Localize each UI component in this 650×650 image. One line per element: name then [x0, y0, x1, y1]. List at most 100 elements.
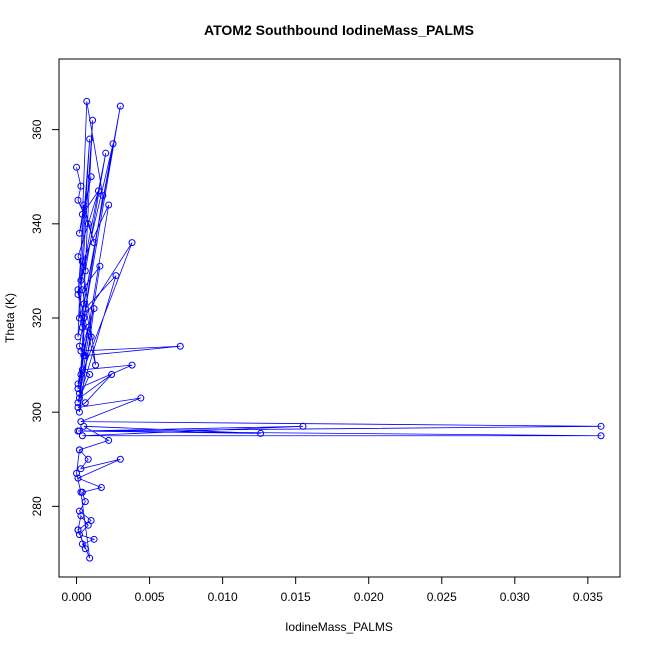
data-point — [176, 342, 184, 350]
data-point — [78, 257, 86, 265]
x-axis: 0.000 0.005 0.010 0.015 0.020 0.025 0.030 0.035 — [62, 576, 603, 604]
data-point — [84, 220, 92, 228]
data-point — [80, 300, 88, 308]
x-tick-label: 0.035 — [573, 590, 603, 604]
data-point — [77, 465, 85, 473]
y-axis-label: Theta (K) — [3, 293, 17, 343]
y-axis: 280 300 320 340 360 — [30, 119, 60, 516]
series-line — [76, 101, 602, 559]
data-point — [96, 262, 104, 270]
data-point — [89, 116, 97, 124]
data-point — [77, 488, 85, 496]
data-point — [78, 210, 86, 218]
data-point — [109, 140, 117, 148]
data-point — [128, 239, 136, 247]
x-tick-label: 0.025 — [427, 590, 457, 604]
data-point — [78, 432, 86, 440]
data-point — [74, 253, 82, 261]
data-point — [75, 314, 83, 322]
data-point — [299, 422, 307, 430]
data-point — [74, 399, 82, 407]
data-point — [90, 239, 98, 247]
data-point — [81, 399, 89, 407]
data-point — [75, 342, 83, 350]
data-point — [116, 455, 124, 463]
data-point — [84, 521, 92, 529]
data-point — [92, 361, 100, 369]
data-point — [74, 290, 82, 298]
x-tick-label: 0.020 — [354, 590, 384, 604]
data-point — [81, 305, 89, 313]
data-point — [77, 182, 85, 190]
data-point — [108, 371, 116, 379]
x-tick-label: 0.015 — [281, 590, 311, 604]
data-point — [74, 526, 82, 534]
data-point — [99, 192, 107, 200]
x-tick-label: 0.000 — [62, 590, 92, 604]
data-point — [75, 408, 83, 416]
data-point — [94, 187, 102, 195]
data-point — [105, 201, 113, 209]
data-point — [597, 422, 605, 430]
data-point — [78, 286, 86, 294]
data-point — [75, 389, 83, 397]
data-point — [74, 403, 82, 411]
y-tick-label: 280 — [30, 496, 44, 516]
data-point — [87, 173, 95, 181]
x-tick-label: 0.010 — [208, 590, 238, 604]
data-point — [90, 305, 98, 313]
data-point — [78, 366, 86, 374]
data-point — [75, 229, 83, 237]
data-point — [97, 484, 105, 492]
data-point — [73, 469, 81, 477]
data-point — [137, 394, 145, 402]
data-point — [77, 512, 85, 520]
data-point — [128, 361, 136, 369]
data-point — [81, 545, 89, 553]
data-point — [74, 333, 82, 341]
data-point — [84, 323, 92, 331]
data-point — [86, 371, 94, 379]
data-point — [90, 535, 98, 543]
data-point — [86, 554, 94, 562]
data-point — [81, 267, 89, 275]
data-point — [112, 272, 120, 280]
data-point — [73, 163, 81, 171]
data-point — [75, 394, 83, 402]
x-tick-label: 0.030 — [500, 590, 530, 604]
data-point — [597, 432, 605, 440]
data-point — [102, 149, 110, 157]
chart-title: ATOM2 Southbound IodineMass_PALMS — [204, 22, 474, 38]
data-point — [81, 498, 89, 506]
data-point — [74, 286, 82, 294]
data-point — [74, 427, 82, 435]
data-point — [257, 429, 265, 437]
y-tick-label: 320 — [30, 308, 44, 328]
x-tick-label: 0.005 — [135, 590, 165, 604]
data-point — [87, 333, 95, 341]
y-tick-label: 360 — [30, 119, 44, 139]
data-point — [105, 436, 113, 444]
data-point — [74, 474, 82, 482]
data-point — [77, 371, 85, 379]
y-tick-label: 300 — [30, 402, 44, 422]
data-point — [80, 422, 88, 430]
x-axis-label: IodineMass_PALMS — [285, 620, 393, 634]
data-point — [83, 97, 91, 105]
plot-frame — [58, 58, 621, 578]
data-point — [75, 446, 83, 454]
data-point — [74, 196, 82, 204]
data-point — [84, 455, 92, 463]
data-point — [74, 385, 82, 393]
data-point — [80, 314, 88, 322]
y-tick-label: 340 — [30, 213, 44, 233]
data-point — [80, 201, 88, 209]
data-point — [77, 276, 85, 284]
data-point — [75, 531, 83, 539]
data-point — [74, 380, 82, 388]
data-point — [80, 352, 88, 360]
data-point — [116, 102, 124, 110]
plot-area — [73, 97, 605, 562]
data-point — [86, 135, 94, 143]
